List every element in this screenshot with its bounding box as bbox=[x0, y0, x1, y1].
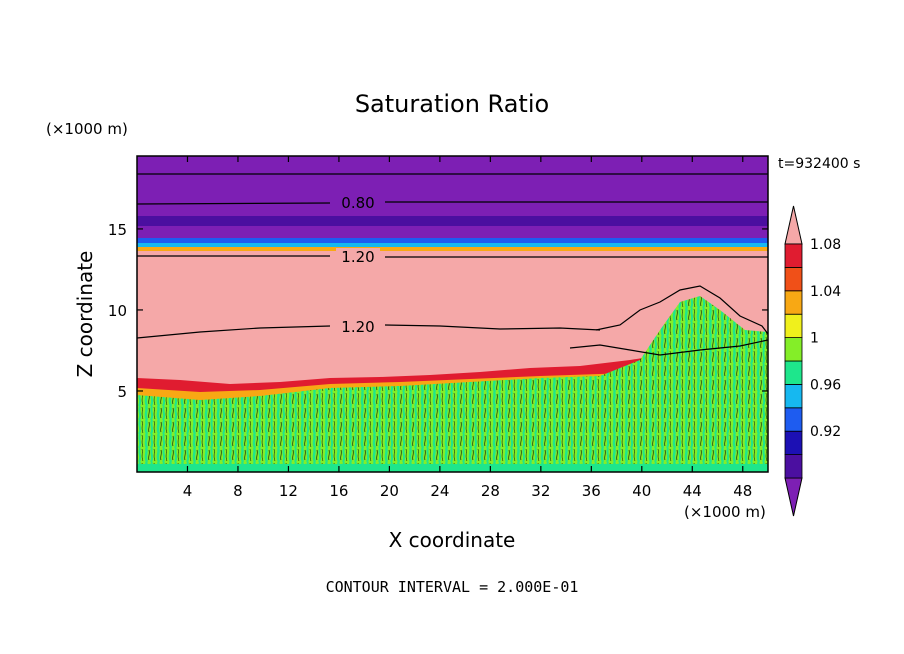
y-tick-label: 5 bbox=[117, 383, 127, 401]
y-axis: 5 10 15 bbox=[108, 221, 768, 401]
colorbar-band bbox=[784, 313, 803, 339]
colorbar-band bbox=[784, 407, 803, 432]
y-tick-label: 15 bbox=[108, 221, 127, 239]
colorbar-high-arrow bbox=[784, 205, 803, 245]
colorbar-band bbox=[784, 360, 803, 385]
layer-ground bbox=[137, 464, 768, 472]
colorbar-tick-label: 0.96 bbox=[810, 377, 841, 393]
x-tick-label: 12 bbox=[279, 482, 298, 500]
colorbar-tick-label: 1.04 bbox=[810, 284, 841, 300]
y-unit-label: (×1000 m) bbox=[46, 120, 128, 138]
layer-band-cyan bbox=[137, 243, 768, 247]
contour-line-080 bbox=[136, 201, 768, 205]
x-axis: 4 8 12 16 20 24 28 32 36 40 44 48 bbox=[183, 156, 752, 500]
contour-label-080: 0.80 bbox=[341, 194, 374, 212]
y-axis-title: Z coordinate bbox=[73, 251, 97, 378]
colorbar-tick-label: 1.08 bbox=[810, 237, 841, 253]
layer-upper bbox=[137, 156, 768, 246]
x-tick-label: 24 bbox=[430, 482, 449, 500]
contour-lines bbox=[136, 173, 769, 356]
contour-line-cloud bbox=[569, 285, 769, 356]
x-tick-label: 28 bbox=[481, 482, 500, 500]
colorbar-tick-label: 0.92 bbox=[810, 424, 841, 440]
x-tick-label: 20 bbox=[380, 482, 399, 500]
x-axis-title: X coordinate bbox=[389, 528, 516, 552]
y-tick-label: 10 bbox=[108, 302, 127, 320]
colorbar-tick-label: 1 bbox=[810, 331, 819, 347]
x-unit-label: (×1000 m) bbox=[684, 503, 766, 521]
x-tick-label: 8 bbox=[233, 482, 243, 500]
colorbar-band bbox=[784, 430, 803, 456]
colorbar-band bbox=[784, 383, 803, 409]
x-tick-label: 44 bbox=[683, 482, 702, 500]
x-tick-label: 16 bbox=[329, 482, 348, 500]
layer-band-blue bbox=[137, 238, 768, 244]
time-label: t=932400 s bbox=[778, 156, 860, 172]
colorbar: 0.92 0.96 1 1.04 1.08 bbox=[784, 205, 841, 517]
x-tick-label: 40 bbox=[632, 482, 651, 500]
x-tick-label: 4 bbox=[183, 482, 193, 500]
contour-labels: 0.80 1.20 1.20 bbox=[336, 194, 380, 336]
x-tick-label: 36 bbox=[582, 482, 601, 500]
plot-area bbox=[137, 156, 768, 472]
contour-line-120-lower bbox=[136, 324, 601, 339]
colorbar-band bbox=[784, 266, 803, 292]
layer-band-dark bbox=[137, 216, 768, 226]
layer-band-orange bbox=[137, 247, 768, 251]
chart-title: Saturation Ratio bbox=[355, 90, 549, 118]
contour-label-120-lower: 1.20 bbox=[341, 318, 374, 336]
contour-line-120-upper bbox=[137, 255, 768, 258]
colorbar-band bbox=[784, 290, 803, 315]
x-tick-label: 48 bbox=[733, 482, 752, 500]
x-tick-label: 32 bbox=[531, 482, 550, 500]
colorbar-band bbox=[784, 243, 803, 268]
colorbar-band bbox=[784, 337, 803, 362]
colorbar-band bbox=[784, 454, 803, 479]
contour-interval-footer: CONTOUR INTERVAL = 2.000E-01 bbox=[326, 578, 579, 596]
layer-green-lower bbox=[137, 296, 768, 472]
plot-frame bbox=[136, 155, 769, 473]
contour-label-120-upper: 1.20 bbox=[341, 248, 374, 266]
colorbar-low-arrow bbox=[784, 477, 803, 517]
